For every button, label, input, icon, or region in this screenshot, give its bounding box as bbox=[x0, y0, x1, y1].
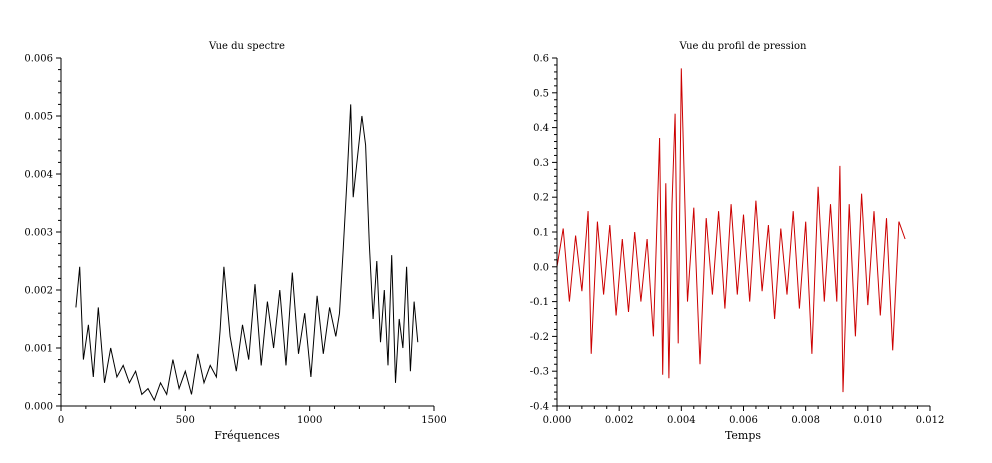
pressure-profile-chart-x-tick-label: 0.006 bbox=[729, 415, 758, 426]
pressure-profile-chart-y-tick-label: -0.1 bbox=[530, 297, 549, 308]
spectrum-chart-x-tick-label: 1000 bbox=[297, 415, 322, 426]
pressure-profile-chart-ticks: -0.4 -0.3 -0.2 -0.1 0.0 0.1 0.2 0.3 0.4 0.5 0.6 0.0… bbox=[530, 54, 945, 427]
pressure-profile-chart-y-tick-label: -0.3 bbox=[530, 367, 549, 378]
spectrum-chart-y-tick-label: 0.005 bbox=[24, 112, 53, 123]
spectrum-chart-y-tick-label: 0.001 bbox=[24, 344, 53, 355]
spectrum-chart-y-tick-label: 0.000 bbox=[24, 402, 53, 413]
pressure-profile-chart-x-tick-label: 0.002 bbox=[605, 415, 634, 426]
pressure-profile-chart-y-tick-label: 0.2 bbox=[533, 193, 549, 204]
spectrum-chart-y-tick-label: 0.006 bbox=[24, 54, 53, 65]
pressure-profile-chart-y-tick-label: -0.2 bbox=[530, 332, 549, 343]
pressure-profile-chart-y-tick-label: 0.3 bbox=[533, 158, 549, 169]
pressure-profile-chart-x-tick-label: 0.004 bbox=[667, 415, 696, 426]
spectrum-chart-x-tick-label: 500 bbox=[176, 415, 195, 426]
pressure-profile-chart-x-tick-label: 0.010 bbox=[854, 415, 883, 426]
spectrum-chart-x-tick-label: 0 bbox=[58, 415, 64, 426]
pressure-profile-chart-y-tick-label: 0.0 bbox=[533, 262, 549, 273]
pressure-profile-chart-x-tick-label: 0.008 bbox=[791, 415, 820, 426]
pressure-profile-chart-x-label: Temps bbox=[725, 429, 761, 442]
spectrum-chart-x-tick-label: 1500 bbox=[421, 415, 446, 426]
pressure-profile-chart-x-tick-label: 0.012 bbox=[916, 415, 945, 426]
pressure-profile-chart-y-tick-label: 0.5 bbox=[533, 88, 549, 99]
spectrum-chart-y-tick-label: 0.003 bbox=[24, 228, 53, 239]
spectrum-chart-title: Vue du spectre bbox=[208, 41, 285, 52]
spectrum-chart-y-tick-label: 0.004 bbox=[24, 170, 53, 181]
spectrum-chart-series-line bbox=[75, 104, 419, 402]
pressure-profile-chart-title: Vue du profil de pression bbox=[679, 41, 807, 52]
pressure-profile-chart-y-tick-label: 0.6 bbox=[533, 54, 549, 65]
spectrum-chart-series bbox=[75, 104, 419, 402]
pressure-profile-chart: Vue du profil de pression -0.4-0.3-0.2-0… bbox=[530, 41, 945, 442]
spectrum-chart-x-label: Fréquences bbox=[214, 429, 280, 442]
spectrum-chart-ticks: 0.000 0.001 0.002 0.003 0.004 0.005 0.006 0 500 1… bbox=[24, 54, 446, 427]
pressure-profile-chart-x-tick-label: 0.000 bbox=[543, 415, 572, 426]
pressure-profile-chart-y-tick-label: 0.1 bbox=[533, 228, 549, 239]
pressure-profile-chart-series bbox=[556, 68, 906, 393]
pressure-profile-chart-y-tick-label: 0.4 bbox=[533, 123, 549, 134]
spectrum-chart: Vue du spectre 0.000 0.001 0.002 0.003 0.004… bbox=[24, 41, 446, 442]
pressure-profile-chart-series-line bbox=[556, 68, 906, 393]
pressure-profile-chart-y-tick-label: -0.4 bbox=[530, 402, 549, 413]
spectrum-chart-y-tick-label: 0.002 bbox=[24, 286, 53, 297]
